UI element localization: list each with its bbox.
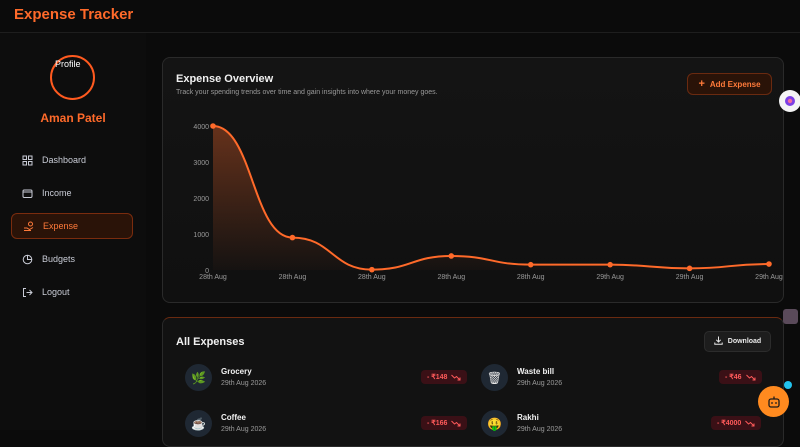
floating-widget-icon[interactable] [783,309,798,324]
expense-name: Coffee [221,413,246,422]
robot-icon [767,396,780,408]
chart-point[interactable] [527,261,534,268]
expense-item-waste-bill[interactable]: 🗑 Waste bill 29th Aug 2026 - ₹46 [481,364,771,394]
chart-point[interactable] [210,123,216,129]
download-button[interactable]: Download [704,331,771,352]
status-dot [784,381,792,389]
expense-item-coffee[interactable]: ☕ Coffee 29th Aug 2026 - ₹166 [185,410,475,440]
overview-title: Expense Overview [176,73,274,85]
leaf-icon: 🌿 [185,364,212,391]
expense-name: Waste bill [517,367,555,376]
expense-amount-badge: - ₹46 [719,370,762,384]
sidebar-item-logout[interactable]: Logout [11,279,133,305]
sidebar-item-label: Budgets [42,254,76,264]
chart-point[interactable] [686,265,693,272]
trend-down-icon [745,374,756,380]
expense-date: 29th Aug 2026 [221,380,267,387]
expense-amount-badge: - ₹148 [421,370,468,384]
avatar[interactable] [50,55,95,100]
brain-icon [785,96,795,106]
y-tick-label: 1000 [193,232,209,239]
sidebar-item-expense[interactable]: Expense [11,213,133,239]
sidebar: Profile Aman Patel Dashboard Income Expe… [0,33,146,430]
sidebar-item-label: Expense [43,221,79,231]
grid-icon [22,155,33,166]
x-tick-label: 29th Aug [676,274,704,281]
chatbot-button[interactable] [758,386,789,417]
expense-item-grocery[interactable]: 🌿 Grocery 29th Aug 2026 - ₹148 [185,364,475,394]
x-tick-label: 28th Aug [199,274,227,281]
expense-item-rakhi[interactable]: 🤑 Rakhi 29th Aug 2026 - ₹4000 [481,410,771,440]
trash-icon: 🗑 [481,364,508,391]
x-tick-label: 28th Aug [358,274,386,281]
chart-point[interactable] [289,234,296,241]
money-face-icon: 🤑 [481,410,508,437]
add-expense-label: Add Expense [709,79,761,89]
expense-line-chart: 0 1000 2000 3000 4000 28th Aug 28th Aug 28th Au… [193,123,783,281]
x-tick-label: 29th Aug [755,274,783,281]
user-name: Aman Patel [40,111,106,125]
top-bar: Expense Tracker [0,0,800,33]
expense-amount-badge: - ₹4000 [711,416,762,430]
pie-chart-icon [22,254,33,265]
add-expense-button[interactable]: + Add Expense [687,73,772,95]
expenses-title: All Expenses [176,336,245,348]
hand-coins-icon [23,221,34,232]
logout-icon [22,287,33,298]
coffee-icon: ☕ [185,410,212,437]
x-tick-label: 28th Aug [279,274,307,281]
expense-amount: - ₹148 [427,374,448,381]
expense-amount: - ₹166 [427,420,448,427]
y-tick-label: 0 [205,268,209,275]
plus-icon: + [698,78,705,90]
y-tick-label: 2000 [193,196,209,203]
avatar-alt-text: Profile [55,59,81,69]
expense-amount: - ₹46 [725,374,742,381]
x-tick-label: 28th Aug [517,274,545,281]
y-tick-label: 4000 [193,124,209,131]
chart-point[interactable] [448,253,455,259]
browser-extension-bubble[interactable] [779,90,800,112]
sidebar-item-label: Income [42,188,72,198]
sidebar-nav: Dashboard Income Expense Budgets Logout [11,147,133,312]
download-icon [714,336,723,347]
y-tick-label: 3000 [193,160,209,167]
sidebar-item-label: Dashboard [42,155,87,165]
all-expenses-card: All Expenses Download 🌿 Grocery 29th Aug… [162,317,784,447]
sidebar-item-budgets[interactable]: Budgets [11,246,133,272]
chart-point[interactable] [607,261,613,268]
chart-point[interactable] [369,266,375,273]
trend-down-icon [745,420,755,426]
x-tick-label: 29th Aug [596,274,624,281]
expense-amount: - ₹4000 [717,420,742,427]
expense-name: Rakhi [517,413,539,422]
chart-area-fill [213,126,769,270]
x-tick-label: 28th Aug [437,274,465,281]
download-label: Download [727,338,762,345]
overview-subtitle: Track your spending trends over time and… [176,89,438,96]
trend-down-icon [451,374,461,380]
sidebar-item-dashboard[interactable]: Dashboard [11,147,133,173]
sidebar-item-label: Logout [42,287,70,297]
app-title: Expense Tracker [14,6,134,23]
trend-down-icon [451,420,461,426]
sidebar-item-income[interactable]: Income [11,180,133,206]
expense-date: 29th Aug 2026 [517,380,563,387]
expense-overview-card: Expense Overview Track your spending tre… [162,57,784,303]
wallet-icon [22,188,33,199]
expense-amount-badge: - ₹166 [421,416,468,430]
expense-name: Grocery [221,367,252,376]
chart-point[interactable] [766,261,772,267]
